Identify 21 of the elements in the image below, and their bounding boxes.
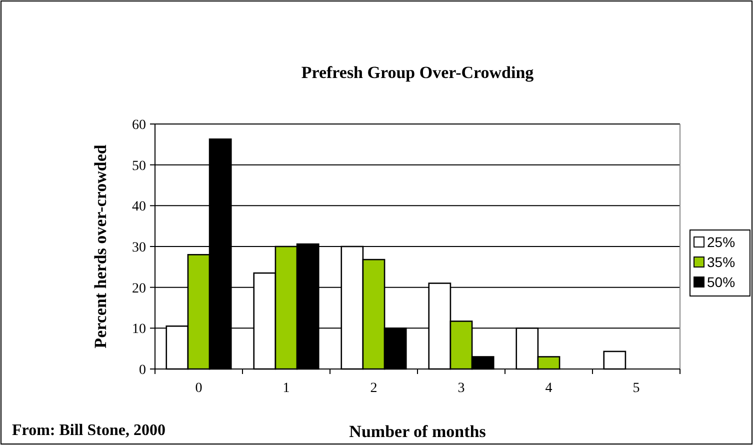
y-tick-label: 10 (132, 322, 146, 338)
x-tick-label: 0 (195, 381, 202, 396)
x-tick-label: 3 (458, 381, 465, 396)
text: From: Bill Stone, 2000 (12, 422, 166, 439)
y-tick-label: 0 (139, 363, 146, 378)
x-tick-label: 1 (282, 381, 290, 396)
legend-label: 25% (707, 234, 736, 250)
y-tick-label: 30 (132, 240, 146, 256)
legend-label: 50% (707, 274, 736, 290)
y-tick-label: 60 (132, 118, 146, 133)
x-tick-label: 2 (370, 381, 378, 396)
x-tick-label: 4 (545, 381, 552, 396)
bar (603, 350, 626, 370)
legend-label: 35% (707, 254, 736, 270)
y-axis-title: Percent herds over-crowded (91, 144, 110, 348)
y-tick-label: 20 (132, 281, 146, 296)
y-tick-label: 50 (132, 158, 146, 174)
chart-title: Prefresh Group Over-Crowding (301, 63, 534, 82)
y-tick-label: 40 (132, 200, 146, 215)
x-tick-label: 5 (632, 381, 640, 396)
x-axis-title: Number of months (349, 422, 486, 441)
